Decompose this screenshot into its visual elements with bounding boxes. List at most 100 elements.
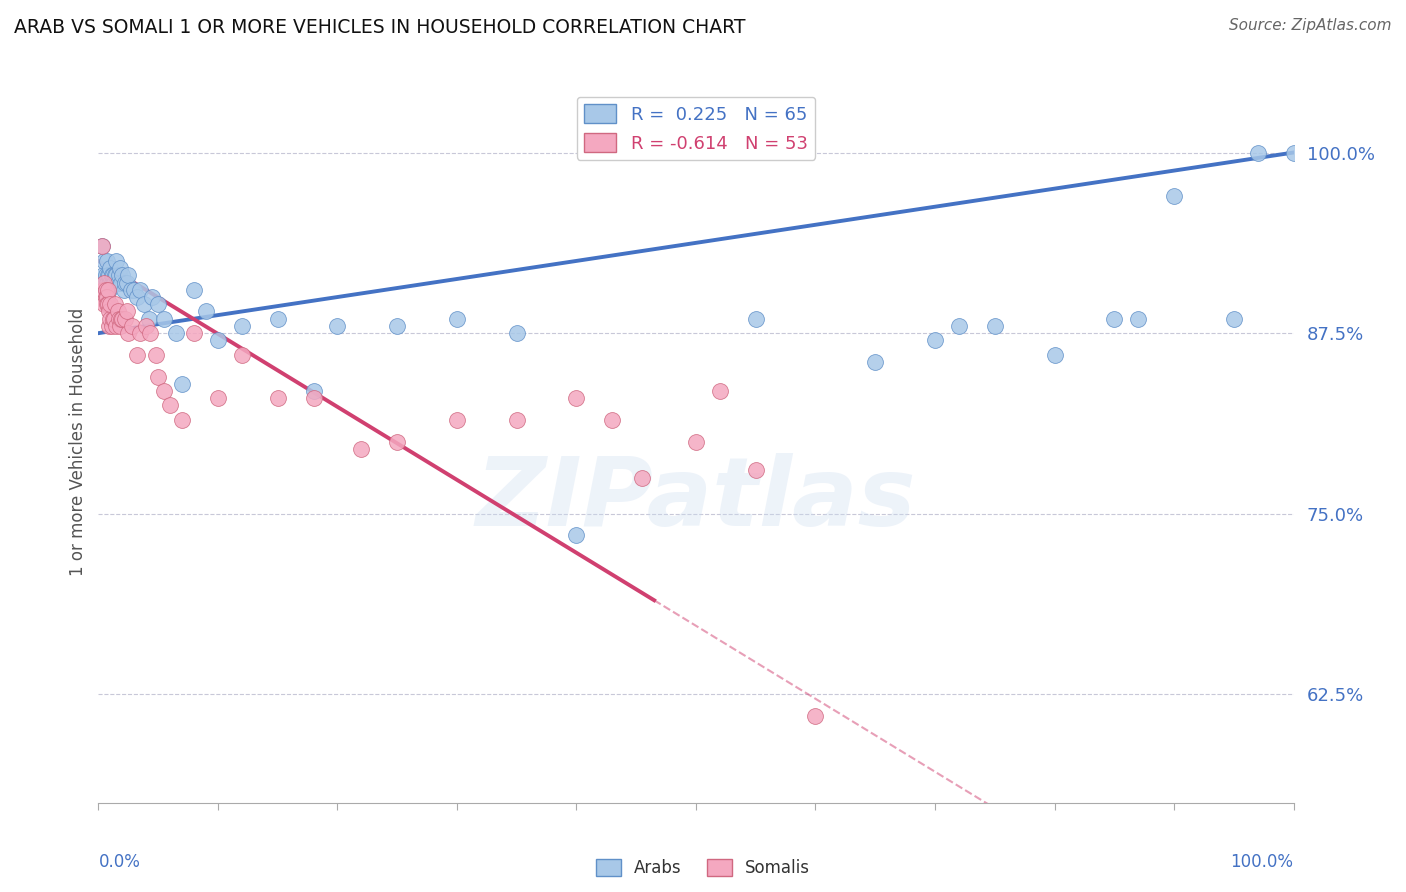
Point [153,311,176,326]
Point [183,283,205,297]
Point [97,283,120,297]
Point [565,391,588,405]
Point [110,276,132,290]
Point [98,276,122,290]
Point [94,283,117,297]
Point [506,413,529,427]
Point [94,290,117,304]
Point [93,276,115,290]
Point [96,297,118,311]
Point [207,391,229,405]
Point [108,318,131,333]
Point [148,369,170,384]
Point [101,311,124,326]
Point [141,290,163,304]
Point [114,276,136,290]
Point [100,318,122,333]
Point [94,283,117,297]
Point [159,399,181,413]
Point [1104,311,1126,326]
Point [1163,189,1185,203]
Point [96,290,118,304]
Point [924,334,946,348]
Point [117,326,139,341]
Point [302,384,325,398]
Text: ZIPatlas: ZIPatlas [475,453,917,546]
Point [1223,311,1246,326]
Point [709,384,731,398]
Point [125,348,148,362]
Point [107,268,129,283]
Point [804,709,827,723]
Point [153,384,176,398]
Point [115,276,138,290]
Point [117,268,139,283]
Point [385,434,409,449]
Point [267,311,290,326]
Point [506,326,529,341]
Point [135,318,157,333]
Point [110,311,132,326]
Point [172,413,194,427]
Text: 0.0%: 0.0% [98,854,141,871]
Point [326,318,349,333]
Point [207,334,229,348]
Point [107,311,129,326]
Legend: R =  0.225   N = 65, R = -0.614   N = 53: R = 0.225 N = 65, R = -0.614 N = 53 [576,96,815,160]
Point [98,318,121,333]
Point [105,268,128,283]
Point [125,290,148,304]
Point [105,318,128,333]
Point [129,283,152,297]
Point [111,268,134,283]
Point [98,304,121,318]
Point [103,276,125,290]
Point [984,318,1007,333]
Point [1282,145,1305,160]
Point [685,434,707,449]
Point [97,283,120,297]
Point [602,413,624,427]
Point [98,283,121,297]
Point [98,261,122,276]
Point [108,261,131,276]
Point [302,391,325,405]
Point [195,304,218,318]
Point [100,268,122,283]
Point [101,268,124,283]
Point [93,253,115,268]
Point [231,318,253,333]
Text: 100.0%: 100.0% [1230,854,1294,871]
Point [91,239,114,253]
Point [148,297,170,311]
Point [98,311,122,326]
Point [446,311,468,326]
Point [107,304,129,318]
Point [97,268,120,283]
Point [94,268,117,283]
Point [115,304,138,318]
Point [948,318,970,333]
Point [745,311,768,326]
Point [96,276,118,290]
Point [96,283,118,297]
Point [183,326,205,341]
Point [385,318,409,333]
Point [132,297,155,311]
Point [124,283,146,297]
Legend: Arabs, Somalis: Arabs, Somalis [589,852,817,884]
Point [172,376,194,391]
Point [745,463,768,477]
Point [111,311,134,326]
Point [1247,145,1270,160]
Point [1128,311,1150,326]
Y-axis label: 1 or more Vehicles in Household: 1 or more Vehicles in Household [69,308,87,575]
Point [138,311,160,326]
Point [145,348,167,362]
Point [103,311,125,326]
Point [350,442,373,456]
Text: Source: ZipAtlas.com: Source: ZipAtlas.com [1229,18,1392,33]
Point [112,283,135,297]
Point [104,268,127,283]
Point [96,253,118,268]
